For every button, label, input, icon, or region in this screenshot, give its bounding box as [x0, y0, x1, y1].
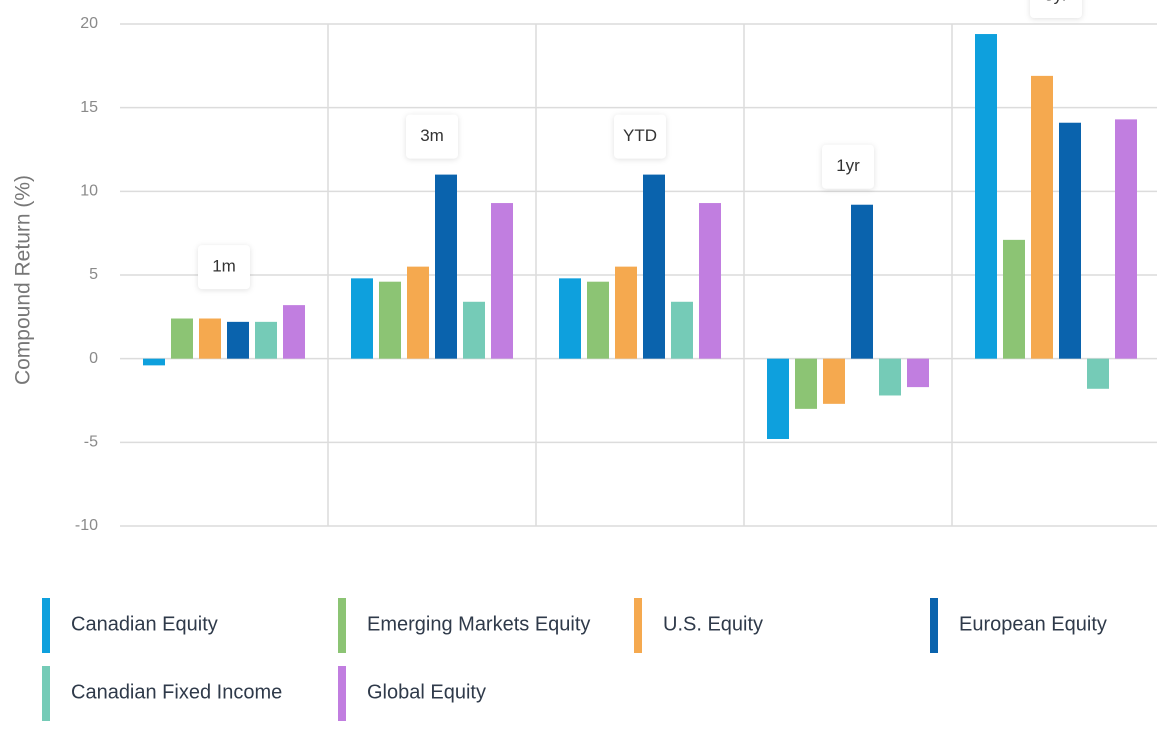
bar [587, 281, 609, 359]
bar [671, 301, 693, 359]
bar [1059, 122, 1081, 359]
bar [559, 278, 581, 359]
bar [907, 358, 929, 388]
legend-swatch [930, 598, 938, 653]
bar [975, 34, 997, 359]
category-label-box [1030, 0, 1082, 19]
category-label-box [406, 114, 458, 159]
bar [1003, 239, 1025, 359]
legend-label: Canadian Equity [71, 613, 218, 635]
bar [283, 305, 305, 359]
legend-swatch [634, 598, 642, 653]
bar [1031, 75, 1053, 359]
category-label: 3yr [1044, 0, 1068, 5]
category-label: YTD [623, 126, 657, 145]
y-tick-label: 10 [80, 183, 98, 200]
bar [879, 358, 901, 396]
bar [351, 278, 373, 359]
bar [1115, 119, 1137, 359]
category-label: 3m [420, 126, 444, 145]
y-axis-title: Compound Return (%) [12, 175, 35, 385]
bar [435, 174, 457, 359]
legend-label: Emerging Markets Equity [367, 613, 590, 635]
y-tick-label: -10 [75, 517, 98, 534]
bar [255, 321, 277, 359]
legend-swatch [338, 598, 346, 653]
category-label: 1m [212, 257, 236, 276]
legend-label: Canadian Fixed Income [71, 681, 282, 703]
bar [823, 358, 845, 404]
bar [491, 203, 513, 359]
bar [767, 358, 789, 439]
bar [199, 318, 221, 359]
legend-swatch [338, 666, 346, 721]
category-label: 1yr [836, 156, 860, 175]
bar [795, 358, 817, 409]
bar [407, 266, 429, 359]
legend-swatch [42, 598, 50, 653]
bar [463, 301, 485, 359]
bar [1087, 358, 1109, 389]
category-label-box [198, 245, 250, 290]
bar [699, 203, 721, 359]
bar [851, 204, 873, 359]
legend-label: U.S. Equity [663, 613, 763, 635]
y-tick-label: 5 [89, 266, 98, 283]
y-tick-label: 20 [80, 15, 98, 32]
bar [615, 266, 637, 359]
y-tick-label: 0 [89, 350, 98, 367]
bar [227, 321, 249, 359]
bar [643, 174, 665, 359]
bar [143, 358, 165, 366]
bar [379, 281, 401, 359]
legend-swatch [42, 666, 50, 721]
category-label-box [614, 114, 666, 159]
category-label-box [822, 144, 874, 189]
y-tick-label: 15 [80, 99, 98, 116]
bar [171, 318, 193, 359]
legend-label: Global Equity [367, 681, 486, 703]
y-tick-label: -5 [84, 434, 98, 451]
legend-label: European Equity [959, 613, 1107, 635]
